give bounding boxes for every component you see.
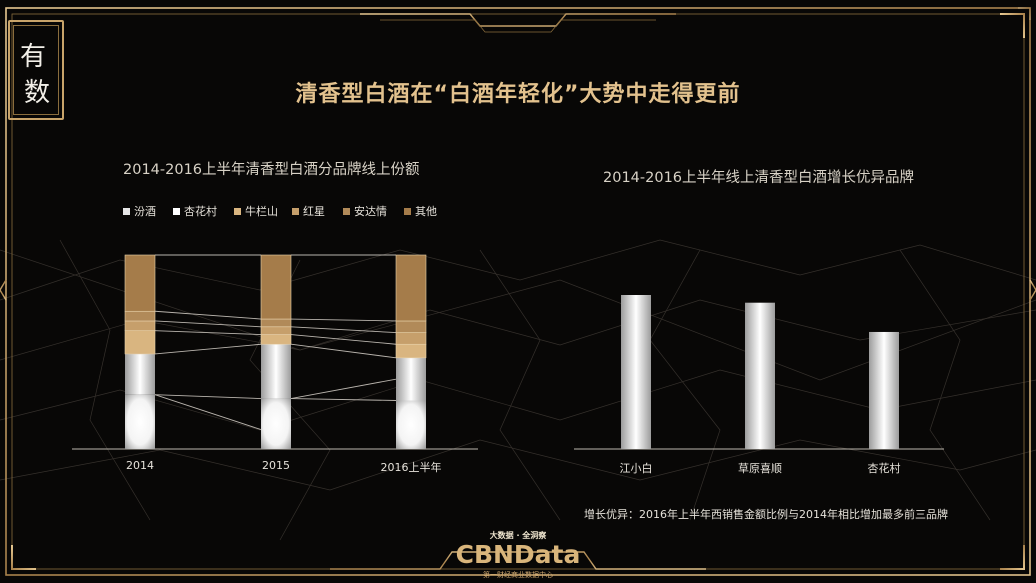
connector-3-0: [154, 320, 262, 328]
bar-2-5: [395, 254, 427, 322]
chart2-bar-1: [745, 302, 775, 449]
legend-item-3: 红星: [292, 203, 325, 219]
legend-item-5: 其他: [404, 203, 437, 219]
logo-char-1: 有: [20, 42, 47, 72]
chart2-tick-0: 江小白: [619, 462, 653, 475]
bar-1-5: [260, 254, 292, 320]
legend-swatch-4: [343, 207, 350, 215]
legend-item-1: 杏花村: [173, 203, 217, 219]
legend-swatch-1: [173, 207, 180, 215]
connector-extra-0: [154, 394, 262, 431]
chart2-tick-2: 杏花村: [867, 462, 901, 475]
bar-2-1: [396, 357, 426, 401]
connector-1-0: [154, 343, 262, 355]
legend-item-2: 牛栏山: [234, 203, 278, 219]
brand-subtitle: 第一财经商业数据中心: [483, 571, 553, 579]
bar-1-0: [261, 398, 291, 449]
legend-item-0: 汾酒: [123, 203, 156, 219]
legend-label-2: 牛栏山: [245, 205, 278, 218]
footnote: 增长优异：2016年上半年西销售金额比例与2014年相比增加最多前三品牌: [584, 508, 948, 521]
legend-label-5: 其他: [415, 205, 437, 218]
chart1-tick-2: 2016上半年: [380, 461, 442, 474]
legend-label-0: 汾酒: [134, 205, 156, 218]
connector-0-1: [290, 398, 397, 401]
legend-label-3: 红星: [303, 205, 325, 218]
legend-swatch-5: [404, 207, 411, 215]
chart2-bar-2: [869, 331, 899, 449]
legend-label-1: 杏花村: [184, 205, 217, 218]
brand-logo: CBNData: [455, 540, 581, 569]
bar-1-1: [261, 344, 291, 399]
bar-2-0: [396, 400, 426, 449]
legend-swatch-0: [123, 207, 130, 215]
connector-2-1: [290, 334, 397, 345]
legend-swatch-3: [292, 207, 299, 215]
bar-0-5: [124, 254, 156, 312]
chart2-title: 2014-2016上半年线上清香型白酒增长优异品牌: [603, 170, 915, 186]
chart2-tick-1: 草原喜顺: [738, 462, 782, 475]
chart1-title: 2014-2016上半年清香型白酒分品牌线上份额: [123, 162, 420, 178]
logo-badge: 有 数: [8, 20, 64, 120]
chart2-bar-0: [621, 295, 651, 449]
connector-extra-1: [290, 378, 397, 400]
connector-4-1: [290, 318, 397, 322]
connector-3-1: [290, 326, 397, 334]
connector-4-0: [154, 310, 262, 320]
connector-2-0: [154, 330, 262, 335]
legend-label-4: 安达情: [354, 205, 387, 218]
connector-1-1: [290, 343, 397, 359]
connector-0-0: [154, 394, 262, 400]
chart1-tick-1: 2015: [262, 459, 290, 472]
legend-swatch-2: [234, 207, 241, 215]
bar-0-1: [125, 353, 155, 395]
logo-char-2: 数: [24, 78, 51, 108]
chart1-tick-0: 2014: [126, 459, 154, 472]
bar-0-0: [125, 394, 155, 449]
brand-slogan: 大数据 · 全洞察: [489, 531, 547, 540]
legend-item-4: 安达情: [343, 203, 387, 219]
page-title: 清香型白酒在“白酒年轻化”大势中走得更前: [295, 82, 741, 107]
